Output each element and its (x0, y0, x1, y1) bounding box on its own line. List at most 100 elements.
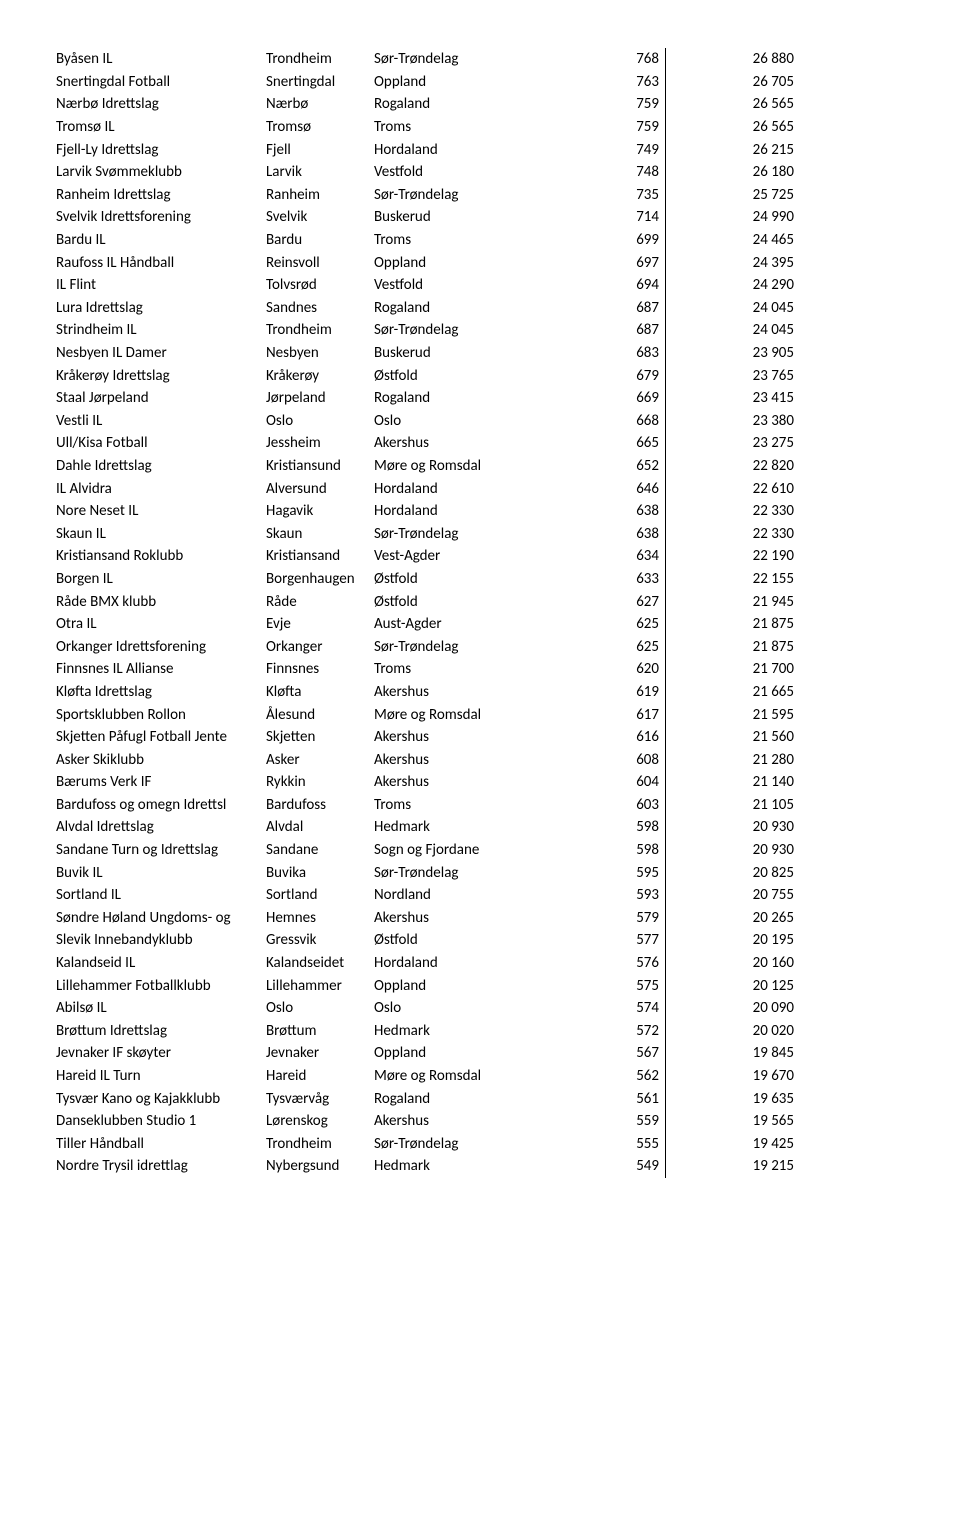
table-row: Skjetten Påfugl Fotball JenteSkjettenAke… (56, 726, 904, 749)
cell-place: Oslo (266, 410, 374, 433)
cell-club: Vestli IL (56, 410, 266, 433)
cell-num1: 604 (539, 771, 666, 794)
cell-num1: 687 (539, 297, 666, 320)
cell-region: Rogaland (374, 297, 539, 320)
cell-place: Gressvik (266, 929, 374, 952)
table-row: Kråkerøy IdrettslagKråkerøyØstfold67923 … (56, 364, 904, 387)
cell-club: Byåsen IL (56, 48, 266, 71)
cell-num2: 26 565 (666, 93, 905, 116)
cell-num2: 20 090 (666, 997, 905, 1020)
table-row: Asker SkiklubbAskerAkershus60821 280 (56, 748, 904, 771)
cell-num2: 19 215 (666, 1155, 905, 1178)
table-row: Larvik SvømmeklubbLarvikVestfold74826 18… (56, 161, 904, 184)
cell-num2: 22 330 (666, 500, 905, 523)
table-row: Orkanger IdrettsforeningOrkangerSør-Trøn… (56, 635, 904, 658)
cell-club: Sportsklubben Rollon (56, 703, 266, 726)
table-row: Staal JørpelandJørpelandRogaland66923 41… (56, 387, 904, 410)
cell-num1: 759 (539, 93, 666, 116)
cell-place: Tysværvåg (266, 1087, 374, 1110)
cell-club: Lura Idrettslag (56, 297, 266, 320)
cell-club: Ranheim Idrettslag (56, 184, 266, 207)
cell-num2: 26 880 (666, 48, 905, 71)
cell-club: Staal Jørpeland (56, 387, 266, 410)
cell-num1: 559 (539, 1110, 666, 1133)
table-row: Ranheim IdrettslagRanheimSør-Trøndelag73… (56, 184, 904, 207)
cell-club: Brøttum Idrettslag (56, 1020, 266, 1043)
cell-place: Nesbyen (266, 342, 374, 365)
cell-num2: 23 765 (666, 364, 905, 387)
cell-num1: 699 (539, 229, 666, 252)
cell-club: Bardu IL (56, 229, 266, 252)
cell-num1: 697 (539, 251, 666, 274)
cell-num2: 26 705 (666, 71, 905, 94)
cell-place: Kristiansand (266, 545, 374, 568)
cell-num2: 24 045 (666, 319, 905, 342)
table-row: Lillehammer FotballklubbLillehammerOppla… (56, 974, 904, 997)
cell-num2: 24 045 (666, 297, 905, 320)
cell-region: Akershus (374, 771, 539, 794)
cell-club: Jevnaker IF skøyter (56, 1042, 266, 1065)
cell-num2: 21 945 (666, 590, 905, 613)
cell-num1: 574 (539, 997, 666, 1020)
cell-region: Troms (374, 229, 539, 252)
cell-place: Lørenskog (266, 1110, 374, 1133)
cell-place: Sandnes (266, 297, 374, 320)
cell-place: Evje (266, 613, 374, 636)
table-row: Nore Neset ILHagavikHordaland63822 330 (56, 500, 904, 523)
cell-num1: 749 (539, 138, 666, 161)
table-row: Buvik ILBuvikaSør-Trøndelag59520 825 (56, 861, 904, 884)
cell-club: Raufoss IL Håndball (56, 251, 266, 274)
table-row: Bærums Verk IFRykkinAkershus60421 140 (56, 771, 904, 794)
cell-region: Sogn og Fjordane (374, 839, 539, 862)
cell-num1: 627 (539, 590, 666, 613)
cell-num1: 576 (539, 952, 666, 975)
cell-place: Ranheim (266, 184, 374, 207)
cell-num2: 20 930 (666, 839, 905, 862)
cell-place: Orkanger (266, 635, 374, 658)
cell-num1: 617 (539, 703, 666, 726)
table-row: Søndre Høland Ungdoms- ogHemnesAkershus5… (56, 907, 904, 930)
cell-club: IL Alvidra (56, 477, 266, 500)
table-row: Tysvær Kano og KajakklubbTysværvågRogala… (56, 1087, 904, 1110)
cell-region: Sør-Trøndelag (374, 1133, 539, 1156)
cell-num1: 748 (539, 161, 666, 184)
cell-num2: 24 990 (666, 206, 905, 229)
cell-num1: 652 (539, 455, 666, 478)
cell-num1: 620 (539, 658, 666, 681)
cell-club: Sortland IL (56, 884, 266, 907)
cell-club: Larvik Svømmeklubb (56, 161, 266, 184)
cell-num2: 20 930 (666, 816, 905, 839)
cell-num2: 23 275 (666, 432, 905, 455)
cell-num1: 579 (539, 907, 666, 930)
cell-place: Skjetten (266, 726, 374, 749)
cell-num1: 575 (539, 974, 666, 997)
cell-num1: 679 (539, 364, 666, 387)
cell-place: Larvik (266, 161, 374, 184)
cell-place: Borgenhaugen (266, 568, 374, 591)
cell-region: Rogaland (374, 1087, 539, 1110)
cell-club: Ull/Kisa Fotball (56, 432, 266, 455)
cell-num2: 20 160 (666, 952, 905, 975)
cell-club: Abilsø IL (56, 997, 266, 1020)
cell-region: Østfold (374, 929, 539, 952)
cell-place: Fjell (266, 138, 374, 161)
table-row: Snertingdal FotballSnertingdalOppland763… (56, 71, 904, 94)
cell-num1: 759 (539, 116, 666, 139)
cell-place: Lillehammer (266, 974, 374, 997)
cell-region: Sør-Trøndelag (374, 635, 539, 658)
cell-club: Skaun IL (56, 522, 266, 545)
cell-num2: 22 155 (666, 568, 905, 591)
cell-num2: 21 280 (666, 748, 905, 771)
cell-place: Reinsvoll (266, 251, 374, 274)
cell-num2: 22 190 (666, 545, 905, 568)
cell-club: Tysvær Kano og Kajakklubb (56, 1087, 266, 1110)
cell-num1: 567 (539, 1042, 666, 1065)
cell-club: Dahle Idrettslag (56, 455, 266, 478)
cell-region: Akershus (374, 1110, 539, 1133)
cell-num1: 598 (539, 839, 666, 862)
table-row: Jevnaker IF skøyterJevnakerOppland56719 … (56, 1042, 904, 1065)
cell-place: Snertingdal (266, 71, 374, 94)
cell-region: Møre og Romsdal (374, 455, 539, 478)
cell-num2: 25 725 (666, 184, 905, 207)
cell-region: Buskerud (374, 342, 539, 365)
